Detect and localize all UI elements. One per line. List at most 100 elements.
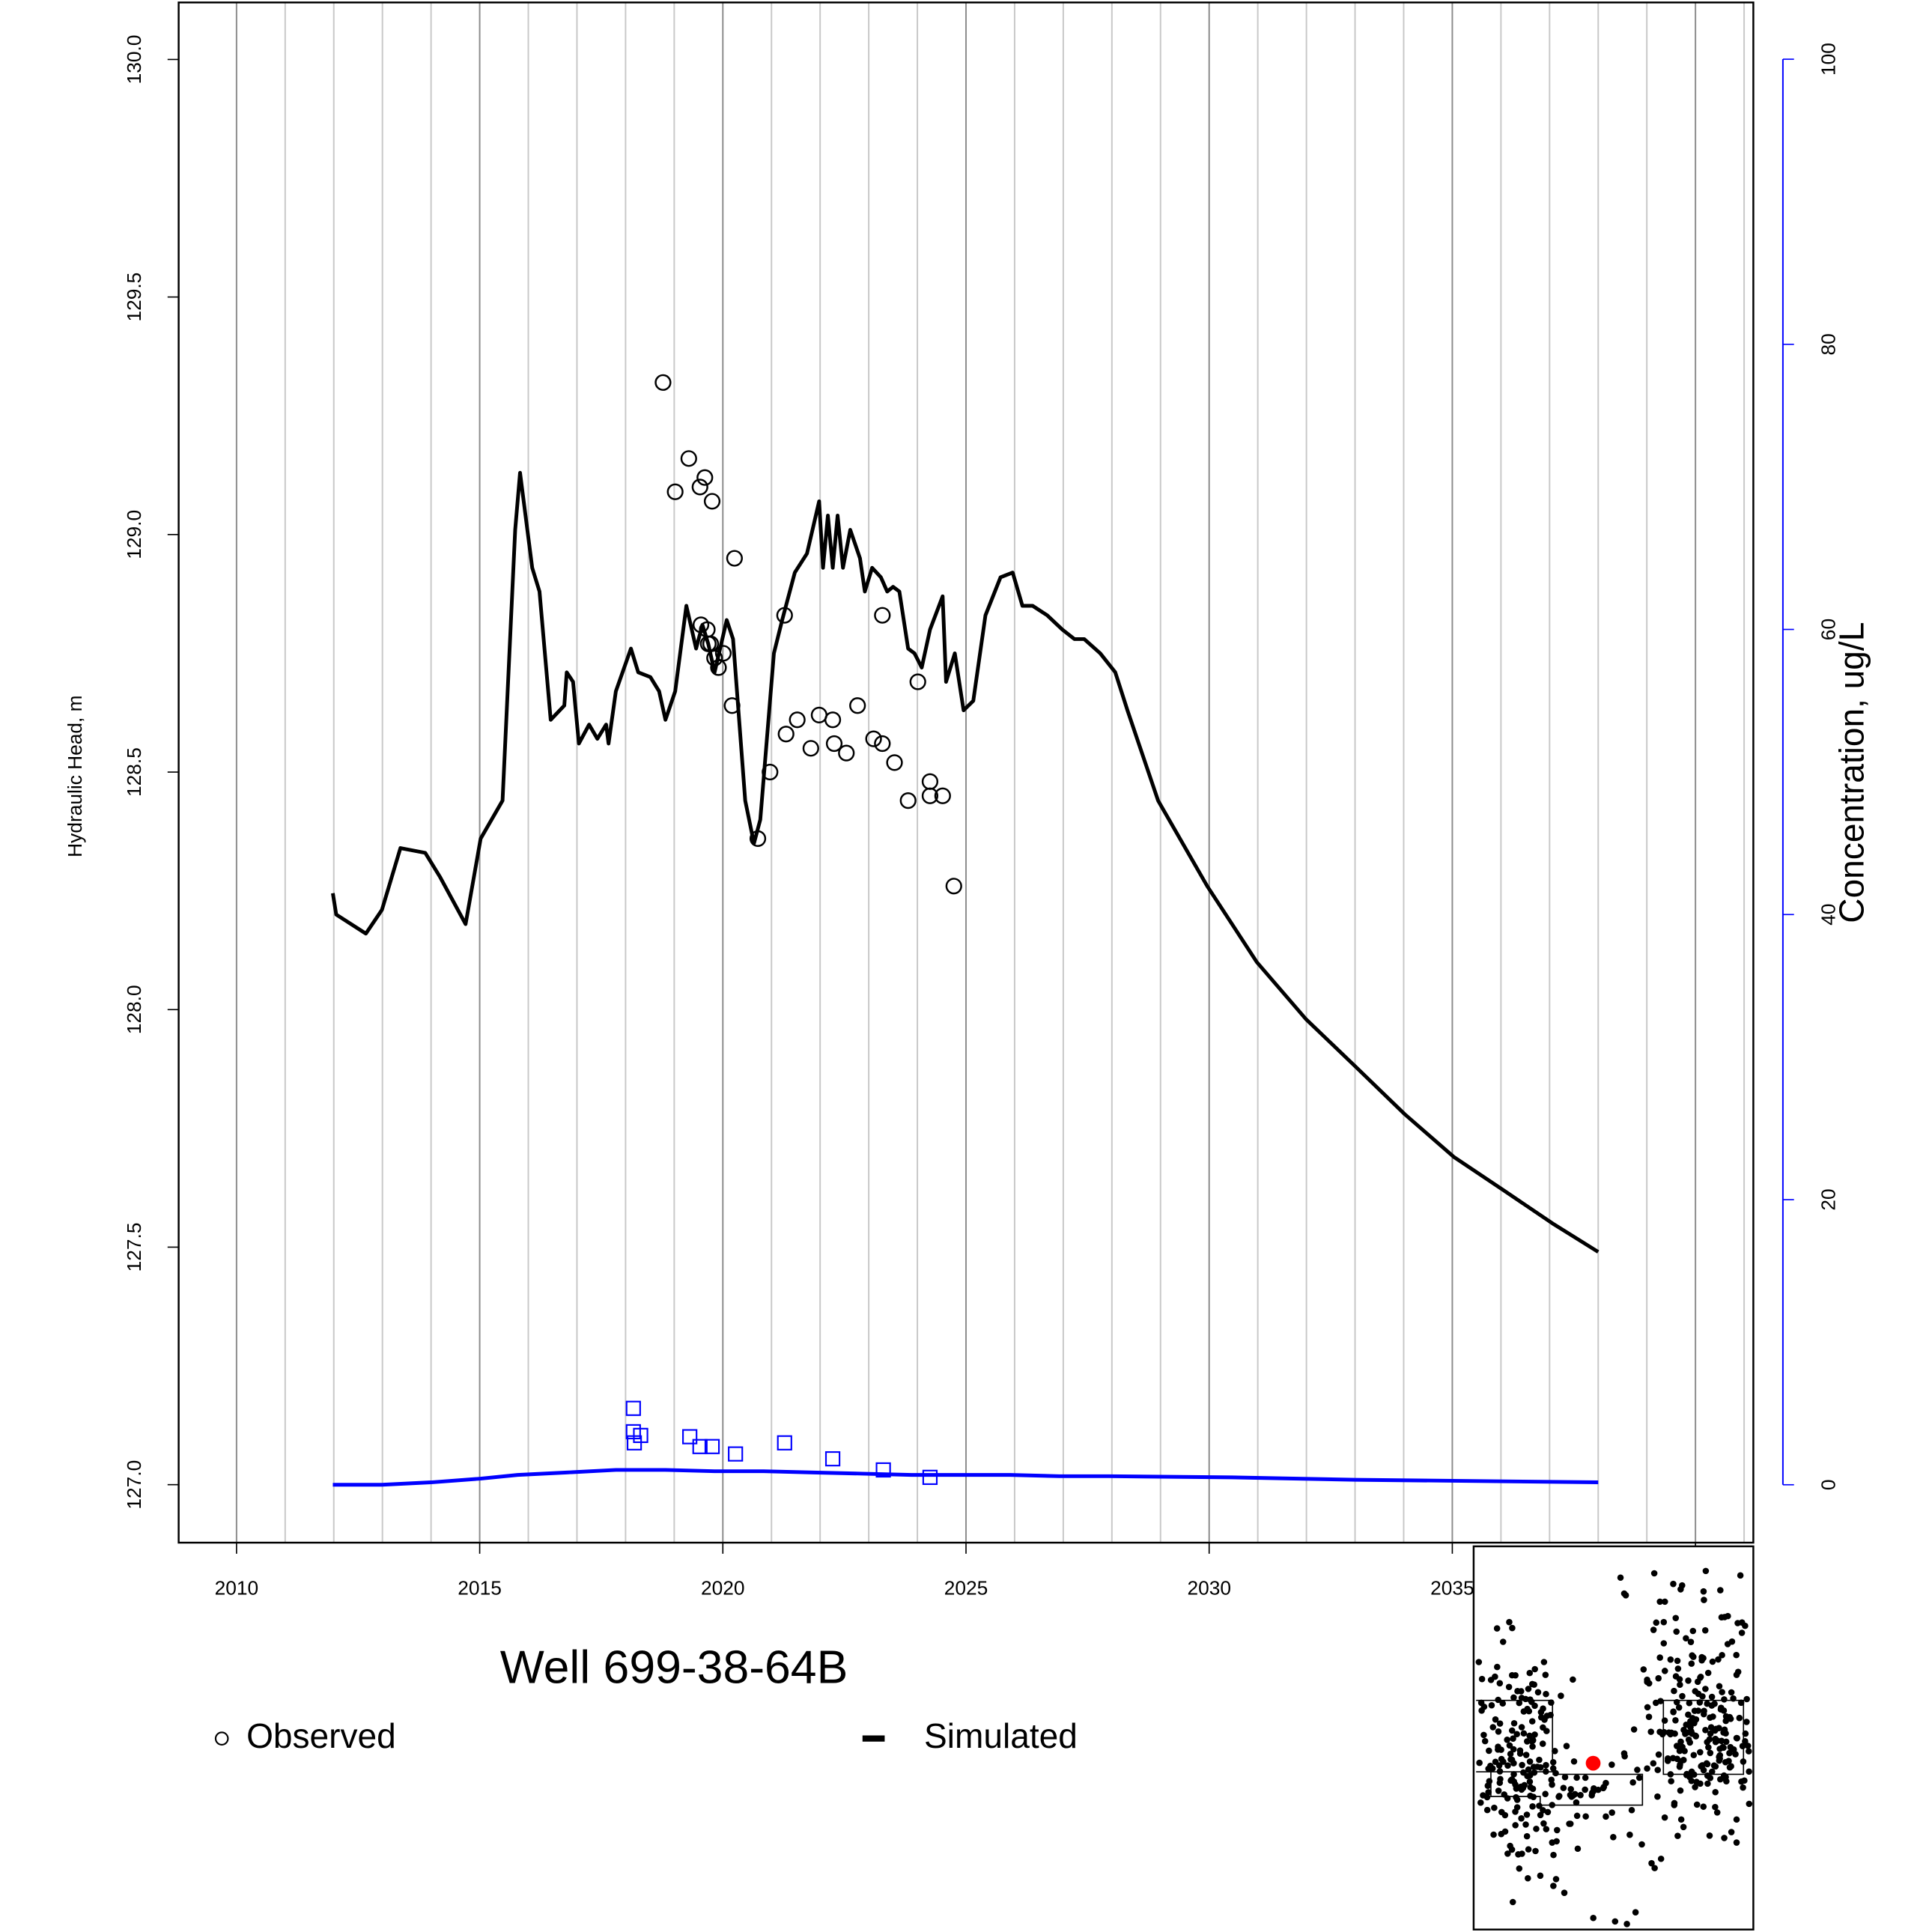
inset-dot — [1531, 1665, 1538, 1673]
y-axis-title: Hydraulic Head, m — [64, 695, 86, 857]
inset-dot — [1709, 1658, 1716, 1665]
y2-tick-label: 80 — [1817, 333, 1839, 355]
inset-dot — [1664, 1758, 1671, 1764]
inset-dot — [1513, 1731, 1520, 1738]
data-point — [723, 697, 741, 714]
inset-dot — [1650, 1760, 1657, 1767]
inset-dot — [1635, 1774, 1643, 1781]
inset-dot — [1516, 1747, 1524, 1754]
inset-dot — [1553, 1838, 1560, 1845]
inset-dot — [1509, 1624, 1516, 1632]
inset-dot — [1520, 1730, 1528, 1737]
data-point — [728, 1446, 744, 1462]
inset-dot — [1737, 1699, 1745, 1707]
inset-dot — [1734, 1668, 1742, 1675]
inset-dot — [1528, 1718, 1536, 1725]
data-point — [838, 744, 855, 762]
inset-dot — [1681, 1748, 1688, 1755]
inset-dot — [1529, 1785, 1537, 1793]
y-tick-label: 127.5 — [123, 1223, 145, 1272]
inset-dot — [1555, 1793, 1563, 1799]
inset-dot — [1746, 1768, 1752, 1775]
legend: Observed Simulated — [214, 1716, 1078, 1755]
inset-dot — [1480, 1731, 1487, 1739]
inset-dot — [1701, 1707, 1707, 1715]
inset-dot — [1504, 1795, 1511, 1802]
inset-dot — [1743, 1695, 1750, 1703]
inset-dot — [1655, 1674, 1662, 1682]
inset-dot — [1706, 1832, 1713, 1839]
inset-dot — [1540, 1820, 1547, 1827]
inset-dot — [1537, 1709, 1545, 1716]
inset-dot — [1648, 1859, 1655, 1867]
inset-dot — [1506, 1618, 1513, 1626]
inset-dot — [1716, 1753, 1722, 1761]
inset-dot — [1688, 1660, 1695, 1667]
data-point — [654, 374, 672, 391]
inset-dot — [1659, 1731, 1666, 1738]
data-point — [802, 740, 819, 757]
inset-dot — [1674, 1657, 1681, 1665]
inset-dot — [1507, 1842, 1513, 1850]
inset-dot — [1634, 1767, 1641, 1773]
inset-dot — [1667, 1656, 1674, 1663]
inset-dot — [1741, 1777, 1748, 1784]
inset-dot — [1685, 1677, 1692, 1684]
series-line — [331, 470, 1600, 1254]
inset-dot — [1672, 1717, 1679, 1724]
inset-dot — [1702, 1686, 1709, 1692]
x-tick-label: 2030 — [1187, 1577, 1231, 1600]
inset-dot — [1495, 1696, 1501, 1704]
inset-dot — [1531, 1769, 1538, 1776]
inset-dot — [1536, 1802, 1543, 1809]
inset-dot — [1736, 1714, 1743, 1722]
inset-dot — [1712, 1763, 1719, 1770]
inset-dot — [1567, 1786, 1575, 1793]
data-point — [762, 763, 779, 781]
inset-dot — [1721, 1835, 1728, 1841]
inset-dot — [1499, 1700, 1507, 1707]
inset-dot — [1660, 1640, 1668, 1647]
inset-dot — [1671, 1802, 1678, 1808]
inset-dot — [1537, 1872, 1544, 1880]
x-tick-label: 2025 — [944, 1577, 988, 1600]
inset-dot — [1686, 1700, 1693, 1707]
inset-dot — [1665, 1729, 1672, 1736]
inset-dot — [1719, 1651, 1725, 1659]
inset-dot — [1513, 1793, 1519, 1801]
inset-dot — [1519, 1761, 1525, 1769]
inset-dot — [1688, 1777, 1695, 1784]
inset-dot — [1543, 1768, 1549, 1775]
inset-dot — [1693, 1801, 1701, 1808]
inset-dot — [1588, 1789, 1596, 1796]
inset-dot — [1688, 1728, 1695, 1735]
inset-dot — [1656, 1598, 1663, 1606]
inset-dot — [1561, 1773, 1569, 1781]
inset-dot — [1529, 1803, 1536, 1810]
data-point — [776, 607, 793, 624]
inset-dot — [1573, 1774, 1580, 1781]
data-point — [696, 469, 714, 486]
y-tick-label: 130.0 — [123, 34, 145, 84]
inset-dot — [1582, 1774, 1589, 1781]
inset-dot — [1563, 1743, 1570, 1749]
inset-dot — [1518, 1786, 1525, 1793]
data-point — [710, 659, 727, 676]
data-point — [777, 726, 795, 743]
inset-dot — [1707, 1749, 1714, 1757]
inset-dot — [1644, 1765, 1650, 1772]
inset-dot — [1558, 1692, 1564, 1699]
inset-dot — [1496, 1779, 1504, 1787]
inset-dot — [1733, 1816, 1740, 1823]
inset-dot — [1540, 1807, 1546, 1814]
inset-dot — [1554, 1826, 1561, 1834]
inset-dot — [1677, 1681, 1683, 1689]
inset-dot — [1733, 1839, 1740, 1846]
inset-dot — [1550, 1851, 1557, 1859]
inset-dot — [1716, 1725, 1722, 1731]
data-point — [865, 730, 882, 747]
inset-dot — [1676, 1676, 1683, 1683]
x-tick-label: 2020 — [701, 1577, 745, 1600]
data-point — [874, 607, 891, 624]
inset-dot — [1689, 1627, 1697, 1635]
